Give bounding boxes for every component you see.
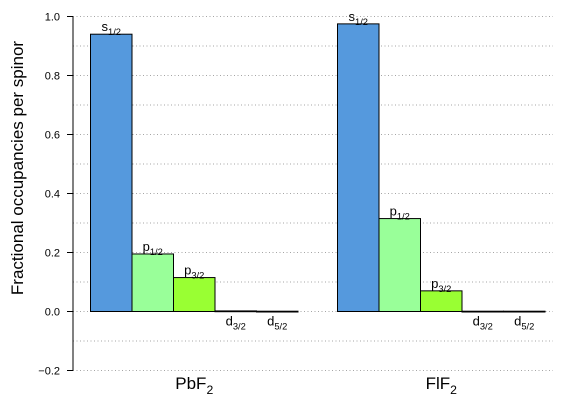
bar-label-main: s [349, 9, 356, 24]
bar-flf-d5-2 [503, 310, 546, 313]
y-axis-label: Fractional occupancies per spinor [8, 41, 27, 296]
bar-flf-d3-2 [461, 310, 504, 313]
bar-label-main: d [226, 314, 233, 329]
bar-label-subscript: 3/2 [191, 270, 204, 280]
y-tick-label: 0.6 [45, 130, 60, 142]
group-label-subscript: 2 [450, 383, 457, 397]
y-tick-label: 0.0 [45, 307, 60, 319]
group-label-main: FlF [426, 374, 451, 393]
bar-flf-s1-2 [337, 23, 380, 312]
bar-pbf-d3-2 [214, 310, 257, 313]
y-tick-label: −0.2 [38, 366, 60, 378]
y-tick-label: 1.0 [45, 12, 60, 24]
bar-label: s1/2 [102, 19, 122, 37]
bar-label-subscript: 3/2 [438, 284, 451, 294]
bar-label-main: p [390, 204, 397, 219]
bar-label-main: s [102, 19, 109, 34]
bar-label: p3/2 [431, 276, 451, 294]
bar-label: d5/2 [514, 314, 534, 332]
bar-pbf-d5-2 [256, 310, 299, 313]
bar-label: d3/2 [226, 314, 246, 332]
bar-label-subscript: 5/2 [274, 321, 287, 331]
bar-label-subscript: 1/2 [397, 211, 410, 221]
bar-label-main: d [473, 314, 480, 329]
bar-label-main: d [267, 314, 274, 329]
bar-label-main: p [184, 263, 191, 278]
group-labels: PbF2 FlF2 [175, 374, 457, 397]
group-label-main: PbF [175, 374, 206, 393]
group-label: FlF2 [426, 374, 458, 397]
bar-label: p3/2 [184, 263, 204, 281]
bar-label-main: d [514, 314, 521, 329]
bar-label: d3/2 [473, 314, 493, 332]
bar-label-subscript: 3/2 [233, 321, 246, 331]
grid-lines [73, 16, 553, 371]
bar-pbf-p3-2 [173, 277, 216, 313]
y-tick-label: 0.8 [45, 71, 60, 83]
y-tick-label: 0.4 [45, 189, 60, 201]
bar-pbf-s1-2 [90, 33, 133, 312]
bar-label-subscript: 1/2 [108, 27, 121, 37]
bar-label-subscript: 1/2 [355, 17, 368, 27]
bar-label-main: p [143, 239, 150, 254]
bar-flf-p1-2 [378, 218, 421, 312]
bar-label: s1/2 [349, 9, 369, 27]
group-label-subscript: 2 [206, 383, 213, 397]
bar-label-main: p [431, 276, 438, 291]
bar-label: p1/2 [143, 239, 163, 257]
bar-label-subscript: 1/2 [150, 247, 163, 257]
bar-flf-p3-2 [420, 290, 463, 313]
group-label: PbF2 [175, 374, 213, 397]
bar-labels: s1/2p1/2p3/2d3/2 d5/2s1/2p1/2p3/2d3/2 d5/2 [102, 9, 535, 332]
y-axis: −0.2 0.0 0.2 0.4 0.6 0.8 1.0 [38, 12, 74, 378]
bar-label: d5/2 [267, 314, 287, 332]
bar-label-subscript: 5/2 [521, 321, 534, 331]
bar-label: p1/2 [390, 204, 410, 222]
bars [90, 23, 546, 313]
bar-label-subscript: 3/2 [480, 321, 493, 331]
y-tick-label: 0.2 [45, 248, 60, 260]
bar-pbf-p1-2 [131, 253, 174, 313]
